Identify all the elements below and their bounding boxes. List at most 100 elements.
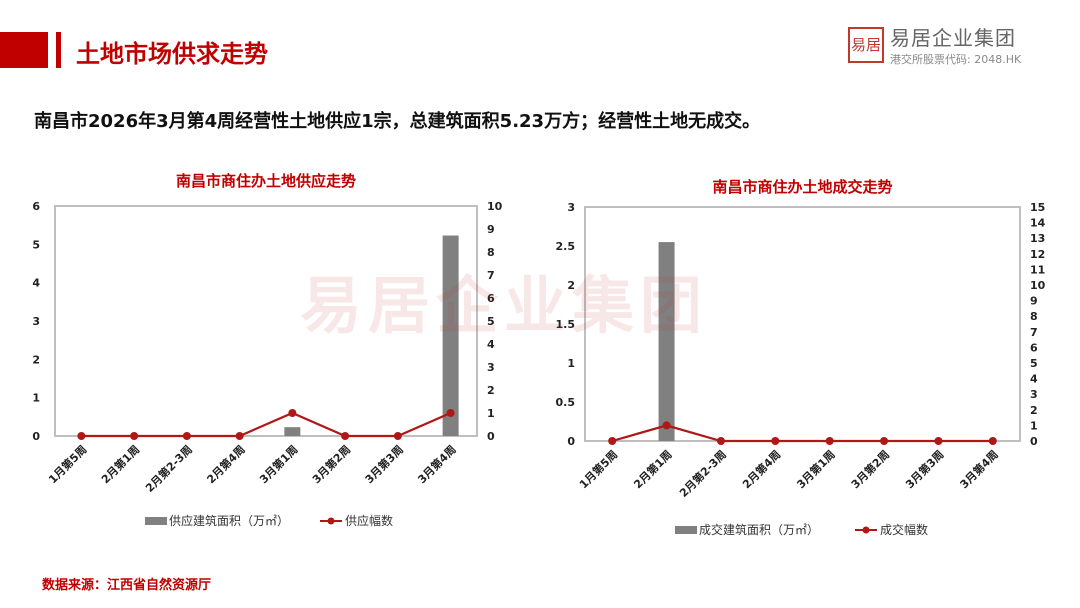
y-right-tick-label: 15: [1030, 201, 1045, 214]
bar-7: [442, 235, 459, 436]
y-right-tick-label: 8: [487, 246, 495, 259]
y-right-tick-label: 1: [1030, 419, 1038, 432]
x-tick-label: 3月第2周: [309, 442, 353, 486]
x-tick-label: 3月第3周: [362, 442, 406, 486]
y-left-tick-label: 3: [32, 315, 40, 328]
x-tick-label: 2月第1周: [631, 447, 675, 491]
line-point-3: [771, 437, 780, 445]
title-accent-bar: [0, 32, 48, 68]
y-right-tick-label: 13: [1030, 232, 1045, 245]
x-tick-label: 1月第5周: [576, 447, 620, 491]
chart-title: 南昌市商住办土地成交走势: [712, 178, 892, 196]
y-left-tick-label: 2.5: [556, 240, 576, 253]
line-point-4: [288, 409, 297, 417]
y-right-tick-label: 8: [1030, 310, 1038, 323]
x-tick-label: 3月第1周: [256, 442, 300, 486]
line-point-2: [182, 432, 191, 440]
y-left-tick-label: 6: [32, 200, 40, 213]
y-right-tick-label: 0: [487, 430, 495, 443]
x-tick-label: 2月第4周: [739, 447, 783, 491]
legend-line-marker: [327, 517, 335, 525]
line-point-2: [716, 437, 725, 445]
y-right-tick-label: 14: [1030, 217, 1046, 230]
y-left-tick-label: 0: [567, 435, 575, 448]
y-right-tick-label: 4: [1030, 373, 1038, 386]
y-right-tick-label: 0: [1030, 435, 1038, 448]
y-left-tick-label: 3: [567, 201, 575, 214]
y-right-tick-label: 12: [1030, 248, 1045, 261]
y-left-tick-label: 0: [32, 430, 40, 443]
bar-1: [658, 242, 675, 441]
y-right-tick-label: 9: [1030, 295, 1038, 308]
bar-4: [284, 427, 301, 436]
x-tick-label: 2月第2-3周: [676, 447, 729, 500]
y-left-tick-label: 1: [567, 357, 575, 370]
y-right-tick-label: 2: [1030, 404, 1038, 417]
legend-line-label: 供应幅数: [345, 513, 393, 528]
legend-bar-label: 成交建筑面积（万㎡）: [699, 522, 819, 537]
y-right-tick-label: 2: [487, 384, 495, 397]
y-right-tick-label: 7: [1030, 326, 1038, 339]
y-right-tick-label: 5: [487, 315, 495, 328]
line-point-5: [341, 432, 350, 440]
y-left-tick-label: 2: [567, 279, 575, 292]
legend-bar-swatch: [145, 517, 167, 525]
line-point-1: [662, 421, 671, 430]
line-point-1: [130, 432, 139, 440]
series-line: [81, 411, 452, 438]
x-tick-label: 3月第4周: [957, 447, 1001, 491]
y-right-tick-label: 10: [1030, 279, 1046, 292]
y-right-tick-label: 7: [487, 269, 495, 282]
y-right-tick-label: 1: [487, 407, 495, 420]
y-left-tick-label: 0.5: [556, 396, 576, 409]
y-left-tick-label: 2: [32, 353, 40, 366]
legend-bar-label: 供应建筑面积（万㎡）: [169, 513, 289, 528]
plot-area: [584, 206, 1021, 442]
x-tick-label: 1月第5周: [45, 442, 89, 486]
x-tick-label: 2月第4周: [204, 442, 248, 486]
line-point-7: [446, 409, 455, 417]
y-right-tick-label: 3: [487, 361, 495, 374]
page-title: 土地市场供求走势: [76, 40, 268, 68]
plot-area: [54, 205, 478, 437]
logo-name: 易居企业集团: [890, 26, 1016, 50]
y-left-tick-label: 1.5: [556, 318, 576, 331]
legend-line-marker: [862, 526, 870, 534]
line-point-6: [934, 437, 943, 445]
chart-title: 南昌市商住办土地供应走势: [176, 172, 356, 190]
x-tick-label: 3月第1周: [794, 447, 838, 491]
legend-line-label: 成交幅数: [880, 522, 928, 537]
x-tick-label: 3月第2周: [848, 447, 892, 491]
line-point-3: [235, 432, 244, 440]
title-accent-stripe: [56, 32, 61, 68]
y-right-tick-label: 6: [1030, 341, 1038, 354]
y-right-tick-label: 6: [487, 292, 495, 305]
y-left-tick-label: 1: [32, 392, 40, 405]
company-logo: 易居 易居企业集团 港交所股票代码: 2048.HK: [848, 22, 1021, 67]
y-right-tick-label: 5: [1030, 357, 1038, 370]
logo-stock-code: 港交所股票代码: 2048.HK: [890, 53, 1022, 66]
logo-seal-icon: 易居: [848, 26, 884, 63]
y-right-tick-label: 10: [487, 200, 503, 213]
legend-bar-swatch: [675, 526, 697, 534]
x-tick-label: 3月第4周: [415, 442, 459, 486]
y-right-tick-label: 9: [487, 223, 495, 236]
line-point-4: [825, 437, 834, 445]
y-right-tick-label: 4: [487, 338, 495, 351]
y-right-tick-label: 3: [1030, 388, 1038, 401]
summary-text: 南昌市2026年3月第4周经营性土地供应1宗，总建筑面积5.23万方；经营性土地…: [34, 111, 761, 132]
line-point-7: [988, 437, 997, 445]
y-left-tick-label: 4: [32, 277, 40, 290]
y-left-tick-label: 5: [32, 238, 40, 251]
x-tick-label: 2月第2-3周: [142, 442, 195, 495]
line-point-6: [393, 432, 402, 440]
line-point-0: [77, 432, 86, 440]
data-source: 数据来源：江西省自然资源厅: [42, 578, 212, 593]
line-point-0: [608, 437, 617, 445]
y-right-tick-label: 11: [1030, 263, 1045, 276]
x-tick-label: 2月第1周: [98, 442, 142, 486]
x-tick-label: 3月第3周: [902, 447, 946, 491]
series-line: [611, 424, 993, 443]
line-point-5: [880, 437, 889, 445]
